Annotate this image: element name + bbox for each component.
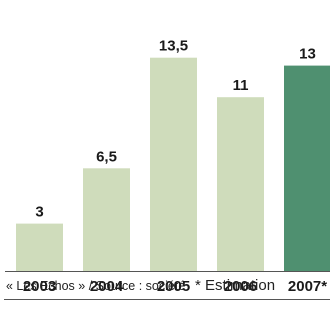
x-tick-label: 2007*: [288, 278, 327, 295]
value-label: 11: [233, 77, 249, 94]
value-label: 6,5: [96, 148, 117, 165]
bar-2007: [284, 66, 330, 271]
value-label: 13: [299, 46, 316, 63]
source-credit: « Les Echos » / Source : société: [6, 279, 185, 293]
bar-2006: [217, 97, 264, 271]
value-label: 3: [35, 204, 43, 221]
chart-footer: « Les Echos » / Source : société * Estim…: [6, 277, 275, 294]
bar-2004: [83, 168, 130, 271]
bar-2003: [16, 224, 63, 271]
bar-2005: [150, 58, 197, 271]
footer-rule: [4, 299, 330, 300]
estimation-note: * Estimation: [195, 277, 275, 294]
value-label: 13,5: [159, 38, 188, 55]
